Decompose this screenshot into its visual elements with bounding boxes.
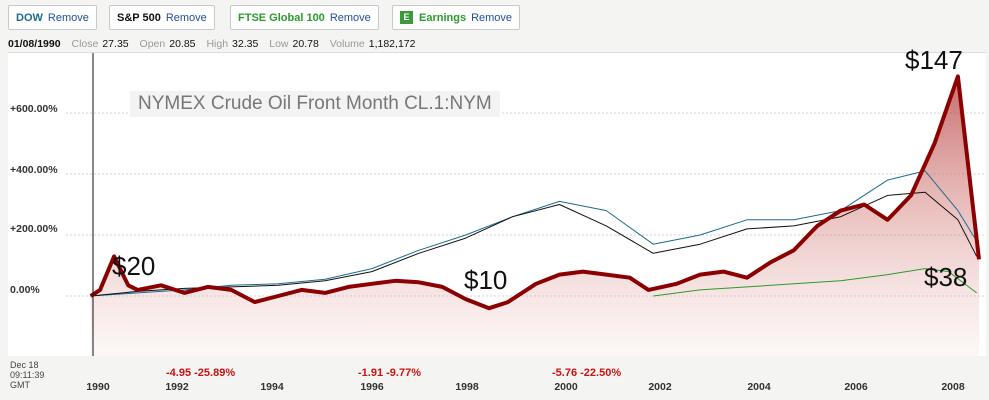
- annotation-20: $20: [112, 251, 156, 281]
- open-value: 20.85: [169, 38, 196, 50]
- x-tick-1990: 1990: [86, 381, 110, 393]
- x-axis-band: [0, 356, 989, 400]
- quote-date: 01/08/1990: [8, 38, 61, 50]
- return-1996: -1.91 -9.77%: [358, 367, 421, 379]
- x-tick-1994: 1994: [260, 381, 284, 393]
- compare-chip-ftse[interactable]: FTSE Global 100 Remove: [230, 5, 379, 30]
- timestamp-zone: GMT: [10, 380, 30, 390]
- chart-title: NYMEX Crude Oil Front Month CL.1:NYM: [130, 91, 500, 117]
- close-label: Close: [71, 38, 99, 50]
- compare-chip-earnings[interactable]: E Earnings Remove: [392, 5, 521, 30]
- x-tick-2002: 2002: [648, 381, 672, 393]
- compare-chip-sp500[interactable]: S&P 500 Remove: [109, 5, 215, 30]
- comparison-toolbar: DOW Remove S&P 500 Remove FTSE Global 10…: [0, 0, 989, 36]
- remove-earnings-link[interactable]: Remove: [471, 11, 513, 24]
- open-label: Open: [139, 38, 166, 50]
- low-label: Low: [269, 38, 289, 50]
- x-tick-2000: 2000: [554, 381, 578, 393]
- x-tick-1996: 1996: [360, 381, 384, 393]
- compare-name-sp500: S&P 500: [117, 11, 161, 24]
- timestamp-time: 09:11:39: [10, 370, 45, 380]
- x-tick-1998: 1998: [455, 381, 479, 393]
- compare-name-earnings: Earnings: [419, 11, 467, 24]
- quote-readout: 01/08/1990 Close 27.35 Open 20.85 High 32.3…: [8, 38, 415, 50]
- x-tick-2008: 2008: [941, 381, 965, 393]
- volume-value: 1,182,172: [368, 38, 416, 50]
- remove-ftse-link[interactable]: Remove: [329, 11, 371, 24]
- remove-sp500-link[interactable]: Remove: [165, 11, 207, 24]
- y-tick-200: +200.00%: [10, 223, 58, 235]
- annotation-38: $38: [924, 262, 968, 292]
- volume-label: Volume: [329, 38, 365, 50]
- compare-name-dow: DOW: [16, 11, 43, 24]
- high-value: 32.35: [232, 38, 259, 50]
- timestamp-date: Dec 18: [10, 360, 39, 370]
- annotation-10: $10: [464, 265, 508, 295]
- compare-name-ftse: FTSE Global 100: [238, 11, 325, 24]
- return-1992: -4.95 -25.89%: [166, 367, 236, 379]
- close-value: 27.35: [102, 38, 129, 50]
- remove-dow-link[interactable]: Remove: [47, 11, 89, 24]
- low-value: 20.78: [292, 38, 319, 50]
- timestamp: Dec 18 09:11:39 GMT: [10, 360, 44, 390]
- high-label: High: [206, 38, 229, 50]
- y-tick-400: +400.00%: [10, 164, 58, 176]
- x-tick-2006: 2006: [844, 381, 868, 393]
- annotation-147: $147: [905, 45, 963, 75]
- compare-chip-dow[interactable]: DOW Remove: [8, 5, 97, 30]
- x-tick-2004: 2004: [747, 381, 771, 393]
- x-tick-1992: 1992: [165, 381, 189, 393]
- earnings-icon: E: [400, 11, 413, 24]
- return-2000: -5.76 -22.50%: [552, 367, 622, 379]
- y-tick-600: +600.00%: [10, 103, 58, 115]
- y-tick-0: 0.00%: [10, 284, 40, 296]
